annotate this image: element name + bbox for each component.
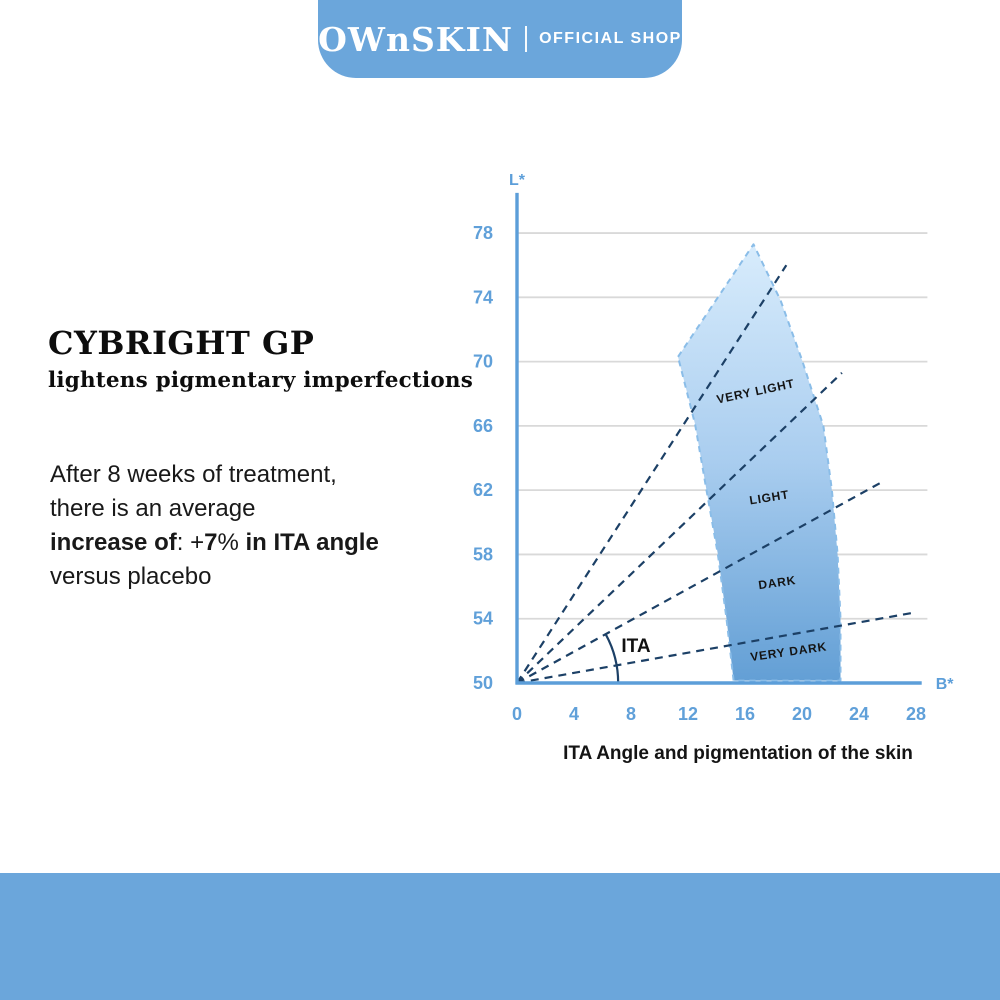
x-tick-label: 20 xyxy=(792,704,812,724)
ita-angle-arc xyxy=(604,633,620,684)
x-tick-label: 8 xyxy=(626,704,636,724)
zone-label-dark: DARK xyxy=(757,573,796,592)
x-tick-label: 28 xyxy=(906,704,926,724)
y-tick-label: 66 xyxy=(473,416,493,436)
claim-line: there is an average xyxy=(50,495,256,522)
footer-band: KOREA 에서 제조됨 xyxy=(0,873,1000,1000)
x-tick-label: 0 xyxy=(512,704,522,724)
brand-banner: OWnSKIN OFFICIAL SHOP xyxy=(318,0,682,78)
product-title: CYBRIGHT GP xyxy=(48,324,315,362)
claim-line: versus placebo xyxy=(50,563,212,590)
y-axis-title: L* xyxy=(509,172,526,189)
claim-line: After 8 weeks of treatment, xyxy=(50,461,337,488)
y-tick-label: 74 xyxy=(473,287,493,307)
y-tick-label: 62 xyxy=(473,480,493,500)
ita-boundary-ray-light-boundary xyxy=(516,372,843,684)
y-tick-label: 50 xyxy=(473,673,493,693)
x-axis-title: B* xyxy=(936,676,955,693)
zone-label-light: LIGHT xyxy=(748,487,790,507)
claim-text: After 8 weeks of treatment, there is an a… xyxy=(50,458,470,594)
brand-logo: OWnSKIN xyxy=(318,19,514,59)
y-tick-label: 78 xyxy=(473,223,493,243)
x-tick-label: 12 xyxy=(678,704,698,724)
banner-divider xyxy=(525,26,528,52)
y-tick-label: 54 xyxy=(473,609,493,629)
x-tick-label: 24 xyxy=(849,704,869,724)
skin-pigmentation-band xyxy=(677,243,842,682)
product-subtitle: lightens pigmentary imperfections xyxy=(48,368,474,394)
headline-block: CYBRIGHT GP lightens pigmentary imperfec… xyxy=(48,324,474,394)
ita-boundary-ray-very-dark-boundary xyxy=(516,611,917,685)
official-shop-label: OFFICIAL SHOP xyxy=(539,30,682,47)
ita-angle-label: ITA xyxy=(621,636,650,657)
y-tick-label: 58 xyxy=(473,544,493,564)
y-tick-label: 70 xyxy=(473,352,493,372)
x-tick-label: 4 xyxy=(569,704,579,724)
x-tick-label: 16 xyxy=(735,704,755,724)
claim-line: increase of: +7% in ITA angle xyxy=(50,529,379,556)
chart-caption: ITA Angle and pigmentation of the skin xyxy=(563,743,913,764)
